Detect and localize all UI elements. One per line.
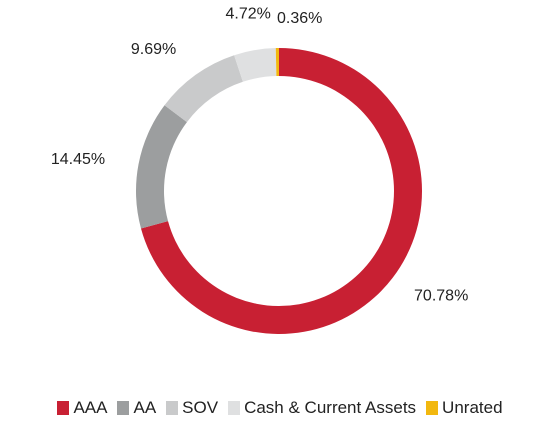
label-unrated: 0.36% bbox=[277, 10, 322, 27]
slice-sov bbox=[164, 55, 243, 123]
legend-item-aaa: AAA bbox=[57, 398, 107, 418]
legend-label: AA bbox=[133, 398, 157, 417]
legend-item-cash-and-current-assets: Cash & Current Assets bbox=[228, 398, 416, 418]
legend-label: Cash & Current Assets bbox=[244, 398, 417, 417]
slice-cash-and-current-assets bbox=[234, 48, 277, 82]
legend-item-aa: AA bbox=[117, 398, 156, 418]
legend-swatch bbox=[166, 401, 179, 415]
legend-swatch bbox=[426, 401, 439, 415]
legend-label: Unrated bbox=[442, 398, 503, 417]
label-cash-and-current-assets: 4.72% bbox=[226, 6, 271, 23]
chart-legend: AAA AA SOV Cash & Current Assets Unrated bbox=[0, 398, 560, 418]
legend-swatch bbox=[117, 401, 130, 415]
legend-swatch bbox=[57, 401, 70, 415]
legend-item-sov: SOV bbox=[166, 398, 218, 418]
slice-unrated bbox=[275, 48, 279, 77]
legend-label: SOV bbox=[182, 398, 219, 417]
legend-label: AAA bbox=[73, 398, 108, 417]
legend-item-unrated: Unrated bbox=[426, 398, 503, 418]
label-sov: 9.69% bbox=[131, 41, 176, 58]
slice-aa bbox=[136, 105, 187, 229]
legend-swatch bbox=[228, 401, 241, 415]
label-aa: 14.45% bbox=[51, 151, 105, 168]
slice-labels: 70.78% 14.45% 9.69% 4.72% 0.36% bbox=[51, 6, 468, 305]
donut-slices bbox=[136, 48, 422, 335]
label-aaa: 70.78% bbox=[414, 287, 468, 304]
